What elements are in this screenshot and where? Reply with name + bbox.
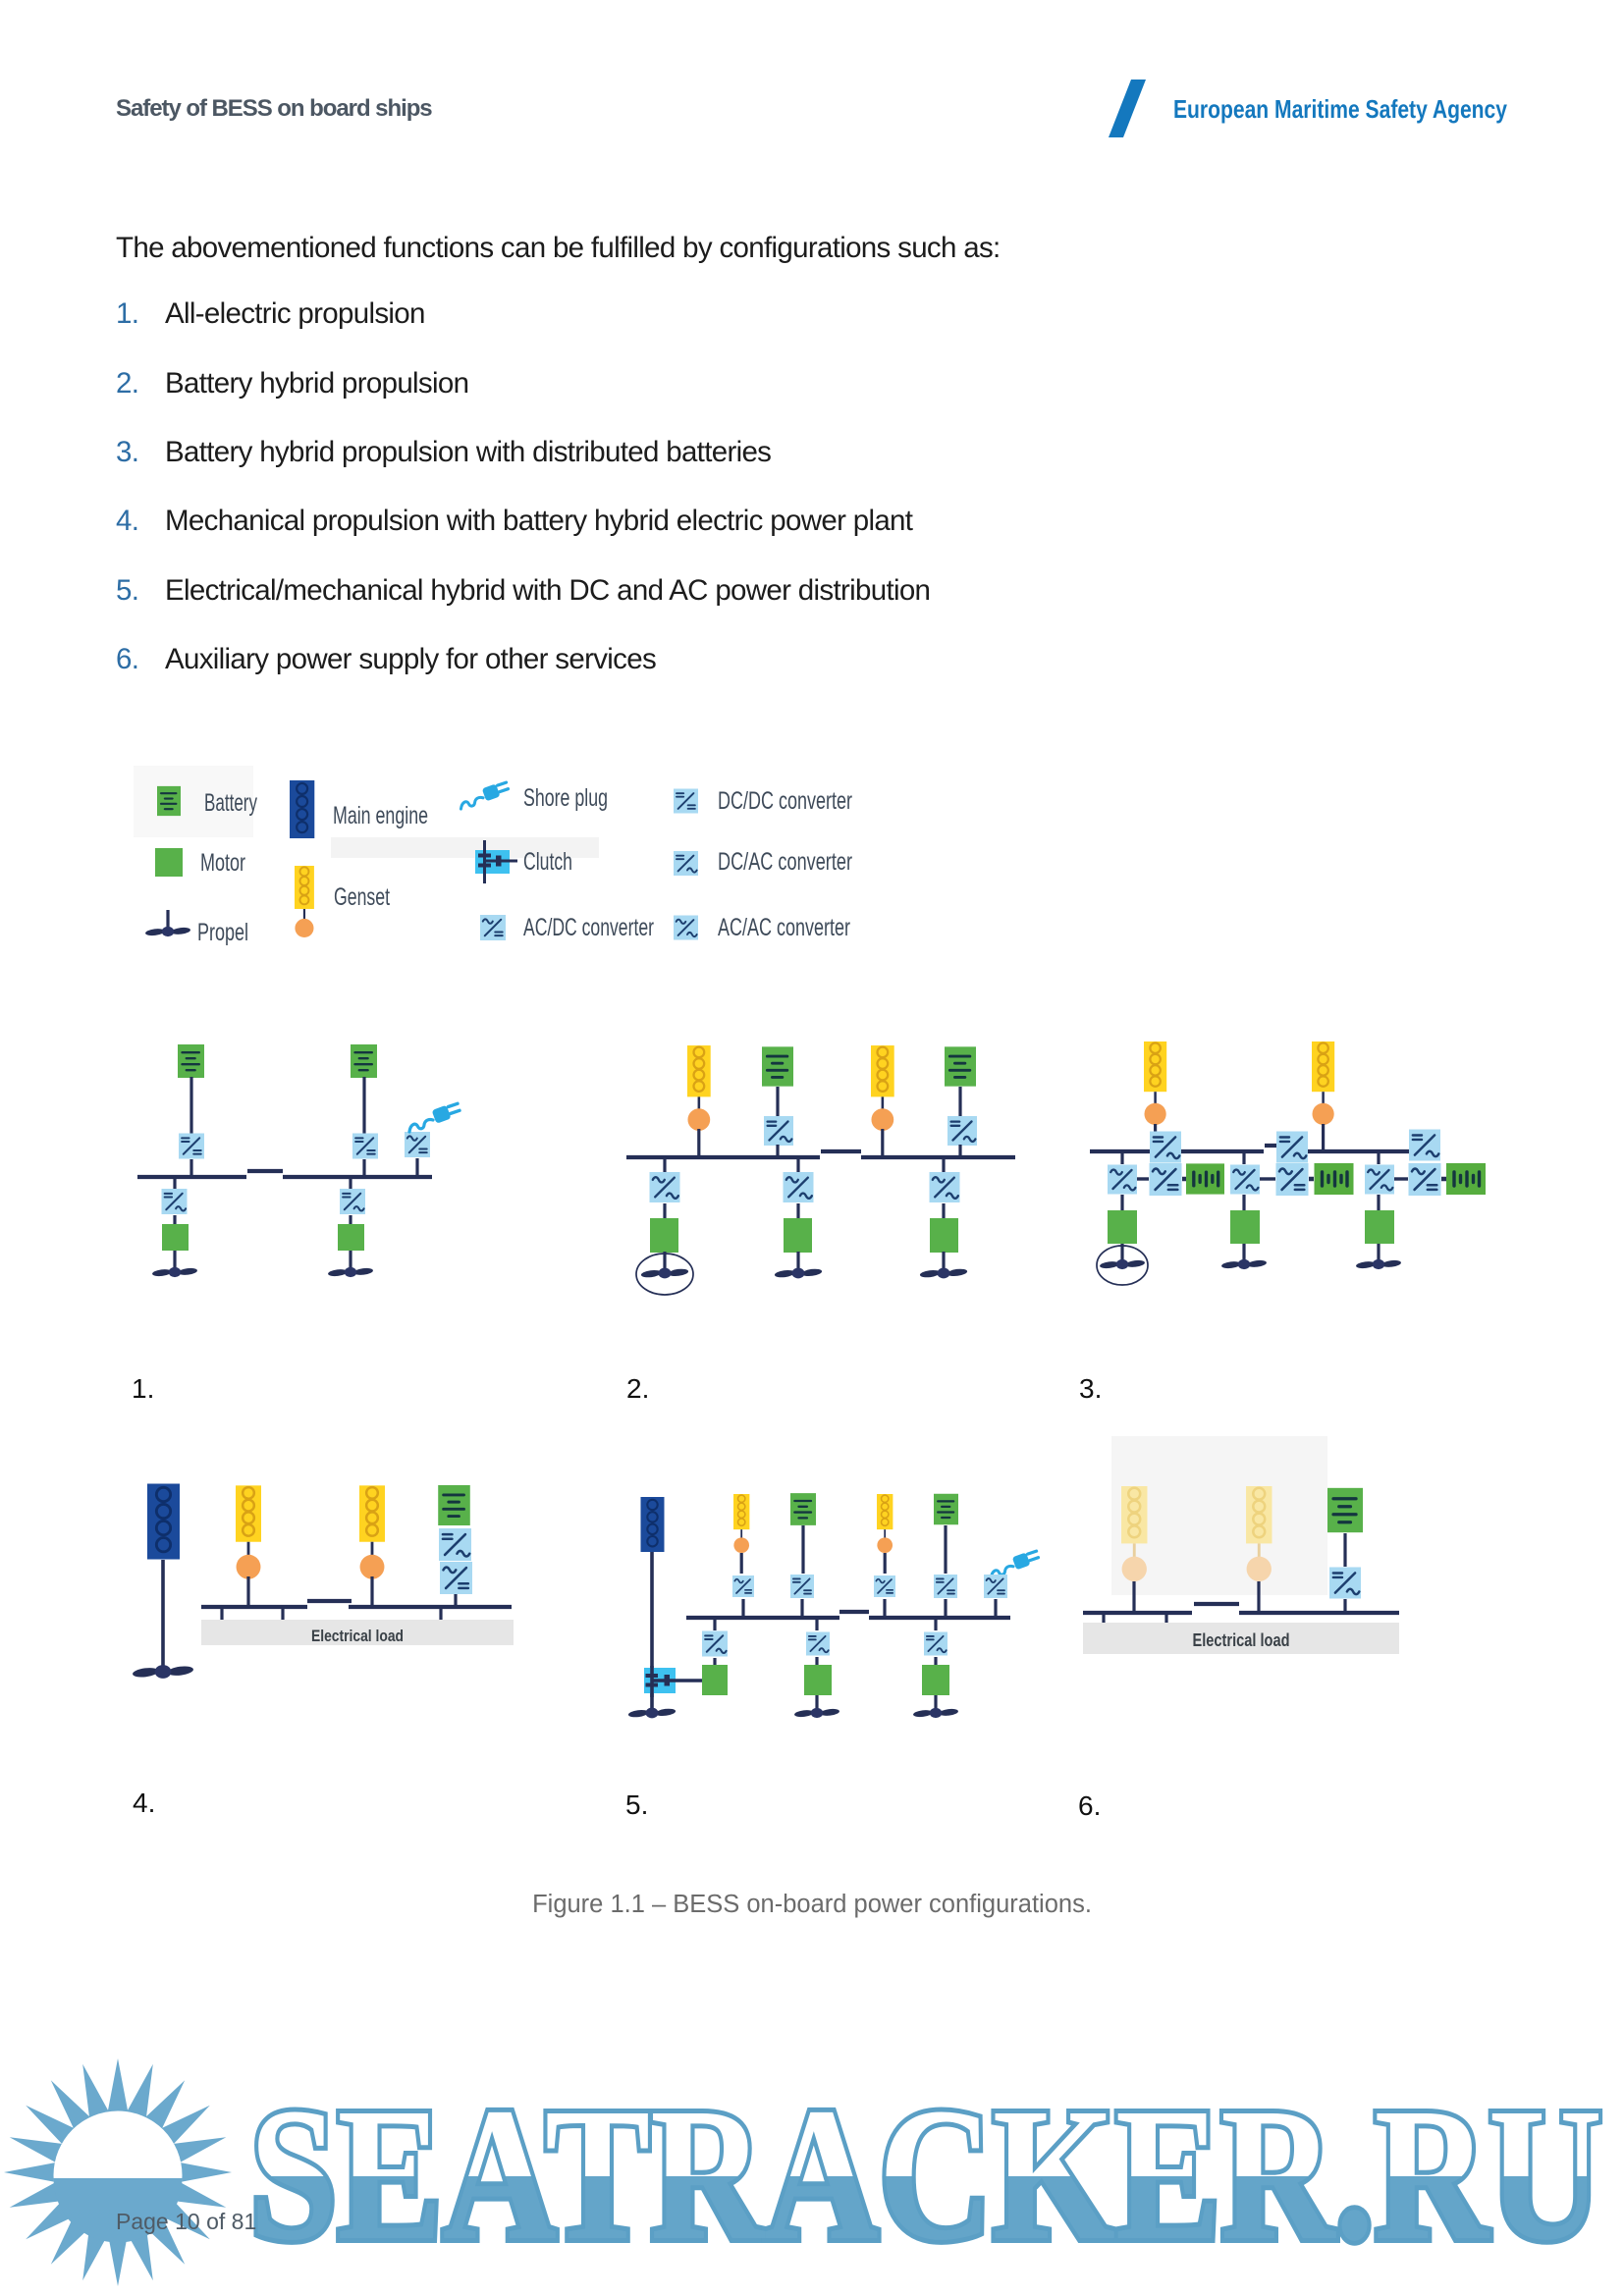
svg-text:Page 10 of 81: Page 10 of 81	[116, 2209, 256, 2234]
svg-text:DC/AC converter: DC/AC converter	[718, 848, 852, 876]
svg-text:Shore plug: Shore plug	[523, 784, 608, 812]
svg-text:Electrical load: Electrical load	[311, 1627, 404, 1645]
svg-text:European Maritime Safety Agenc: European Maritime Safety Agency	[1173, 94, 1507, 124]
svg-text:AC/AC converter: AC/AC converter	[718, 914, 850, 941]
svg-text:AC/DC converter: AC/DC converter	[523, 914, 654, 941]
svg-text:SEATRACKER.RU: SEATRACKER.RU	[249, 2068, 1602, 2279]
svg-text:Genset: Genset	[334, 883, 390, 911]
svg-text:Electrical load: Electrical load	[1193, 1630, 1290, 1650]
svg-text:Motor: Motor	[200, 849, 245, 877]
svg-text:Battery: Battery	[204, 789, 257, 817]
svg-text:Clutch: Clutch	[523, 848, 572, 876]
svg-text:Main engine: Main engine	[333, 802, 428, 829]
svg-text:Propel: Propel	[197, 919, 248, 946]
svg-text:DC/DC converter: DC/DC converter	[718, 787, 852, 815]
